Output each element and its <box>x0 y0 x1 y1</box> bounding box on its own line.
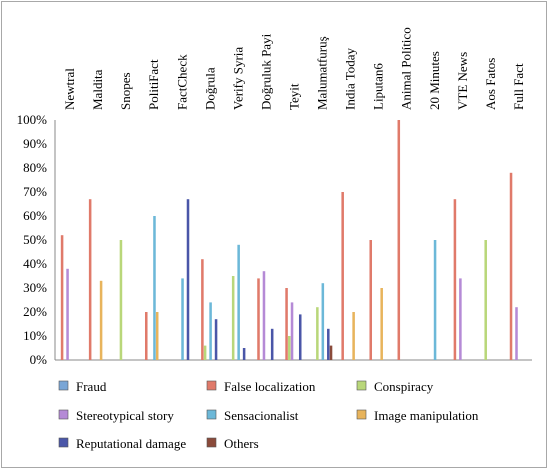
legend-swatch-image-manipulation <box>356 409 367 420</box>
category-label: Liputan6 <box>371 63 386 110</box>
bar-sensacionalist <box>433 240 437 360</box>
y-tick-label: 50% <box>23 232 47 247</box>
bar-reputational-damage <box>298 314 302 360</box>
bar-false-localization <box>257 278 260 360</box>
bar-others <box>329 345 333 360</box>
category-label: Animal Político <box>399 27 414 110</box>
bar-stereotypical-story <box>515 307 518 360</box>
y-tick-label: 80% <box>23 160 47 175</box>
category-label: Aos Fatos <box>483 58 498 110</box>
bar-reputational-damage <box>242 348 246 360</box>
category-label: India Today <box>343 47 358 110</box>
bar-false-localization <box>369 240 373 360</box>
bar-sensacionalist <box>209 302 212 360</box>
bar-stereotypical-story <box>262 271 266 360</box>
bar-false-localization <box>453 199 457 360</box>
bar-image-manipulation <box>155 312 159 360</box>
legend-label-false-localization: False localization <box>224 379 316 394</box>
y-tick-label: 0% <box>30 352 48 367</box>
bar-false-localization <box>201 259 204 360</box>
y-tick-label: 10% <box>23 328 47 343</box>
y-tick-labels: 0% 10% 20% 30% 40% 50% 60% 70% 80% 90% 100% <box>17 112 48 367</box>
legend-swatch-stereotypical-story <box>58 409 69 420</box>
bar-sensacionalist <box>181 278 184 360</box>
legend-swatch-fraud <box>58 380 69 391</box>
legend-swatch-sensacionalist <box>206 409 217 420</box>
legend-label-image-manipulation: Image manipulation <box>374 408 479 423</box>
bar-false-localization <box>60 235 64 360</box>
category-label: Doğrula <box>202 67 217 110</box>
category-label: Maldita <box>90 69 105 110</box>
bar-sensacionalist <box>237 244 240 360</box>
category-label: FactCheck <box>174 54 189 110</box>
category-label: Newtral <box>62 68 77 110</box>
legend-label-others: Others <box>224 436 259 451</box>
y-tick-label: 30% <box>23 280 47 295</box>
bar-reputational-damage <box>270 328 274 360</box>
y-tick-label: 90% <box>23 136 47 151</box>
legend-swatch-reputational-damage <box>58 437 69 448</box>
legend-label-conspiracy: Conspiracy <box>374 379 434 394</box>
bar-stereotypical-story <box>290 302 294 360</box>
legend-label-reputational-damage: Reputational damage <box>76 436 186 451</box>
legend-label-fraud: Fraud <box>76 379 107 394</box>
legend-label-stereotypical-story: Stereotypical story <box>76 408 174 423</box>
bar-conspiracy <box>288 336 291 360</box>
bar-image-manipulation <box>380 288 383 360</box>
category-labels: Newtral Maldita Snopes PolitiFact FactCheck D… <box>62 27 526 110</box>
category-label: PolitiFact <box>146 59 161 110</box>
y-tick-label: 100% <box>17 112 48 127</box>
legend-swatch-conspiracy <box>356 380 367 391</box>
category-label: Malumatfuruş <box>315 36 330 110</box>
bar-false-localization <box>88 199 92 360</box>
y-tick-label: 60% <box>23 208 47 223</box>
bar-conspiracy <box>203 345 207 360</box>
bar-sensacionalist <box>321 283 325 360</box>
category-label: Doğruluk Payi <box>258 33 273 110</box>
y-tick-label: 40% <box>23 256 47 271</box>
legend-swatch-false-localization <box>206 380 217 391</box>
bar-image-manipulation <box>352 312 355 360</box>
bar-conspiracy <box>316 307 319 360</box>
bar-stereotypical-story <box>66 268 69 360</box>
bar-reputational-damage <box>186 199 190 360</box>
category-label: Snopes <box>118 72 133 110</box>
category-label: 20 Minutes <box>427 51 442 110</box>
legend: Fraud False localization Conspiracy Stereot… <box>58 379 479 451</box>
y-tick-label: 70% <box>23 184 47 199</box>
category-label: Verify Syria <box>230 47 245 110</box>
category-label: VTE News <box>455 52 470 110</box>
bar-false-localization <box>397 120 401 360</box>
category-label: Full Fact <box>511 63 526 110</box>
bar-sensacionalist <box>153 216 156 360</box>
bar-false-localization <box>144 312 148 360</box>
bars <box>60 120 518 360</box>
bar-false-localization <box>341 192 344 360</box>
bar-image-manipulation <box>99 280 103 360</box>
bar-false-localization <box>509 172 513 360</box>
bar-reputational-damage <box>327 328 330 360</box>
bar-conspiracy <box>231 276 235 360</box>
bar-stereotypical-story <box>459 278 462 360</box>
axes <box>54 120 532 361</box>
y-tick-label: 20% <box>23 304 47 319</box>
legend-swatch-others <box>206 437 217 448</box>
bar-conspiracy <box>119 240 123 360</box>
category-label: Teyit <box>287 83 302 110</box>
legend-label-sensacionalist: Sensacionalist <box>224 408 299 423</box>
bar-false-localization <box>285 288 288 360</box>
bar-conspiracy <box>484 240 487 360</box>
bar-reputational-damage <box>214 319 218 360</box>
